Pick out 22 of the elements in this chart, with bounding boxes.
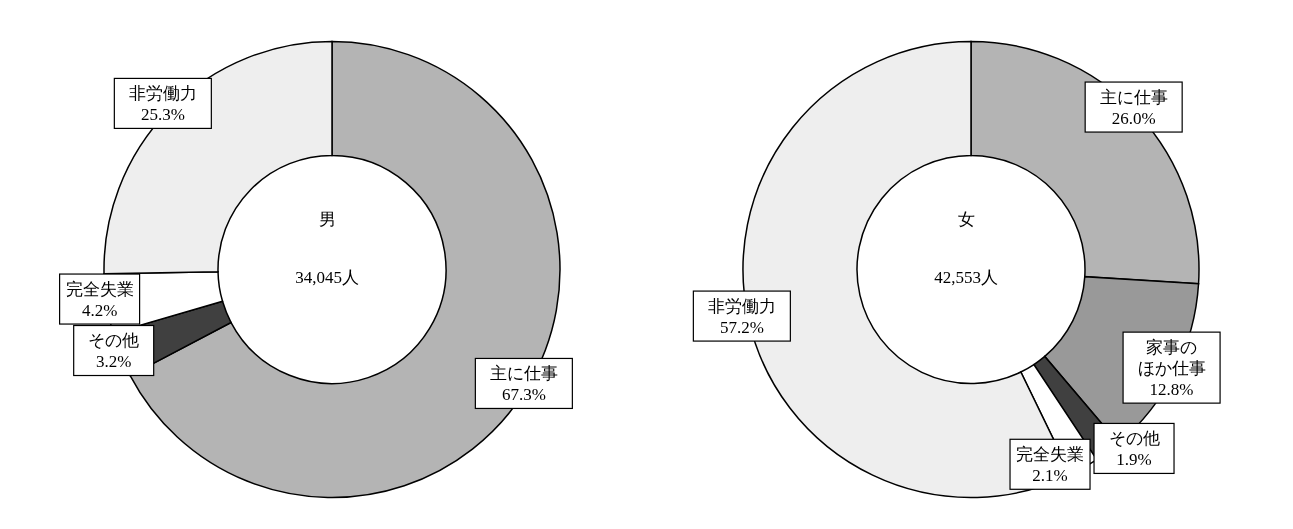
slice-label: 家事のほか仕事 — [1137, 337, 1206, 378]
data-label: 4.2% — [81, 300, 118, 320]
slice-label: 非労働力 — [128, 84, 197, 104]
slice-label: 主に仕事 — [1099, 87, 1168, 107]
slice-label: 非労働力 — [707, 296, 776, 316]
text: 男 — [318, 209, 336, 229]
text: 女 — [957, 209, 975, 229]
slice-label: その他 — [1108, 429, 1160, 449]
data-label: 67.3% — [501, 385, 546, 405]
slice-label: その他 — [88, 331, 140, 351]
data-label: 57.2% — [719, 317, 764, 337]
slice-label: 完全失業 — [1016, 445, 1085, 465]
data-label: 25.3% — [140, 105, 185, 125]
data-label: 2.1% — [1032, 466, 1068, 486]
text: 34,045人 — [295, 267, 359, 287]
text: 42,553人 — [934, 267, 998, 287]
slice-label: 完全失業 — [65, 279, 134, 299]
slice-label: 主に仕事 — [489, 364, 558, 384]
data-label: 26.0% — [1111, 108, 1156, 128]
data-label: 1.9% — [1116, 450, 1152, 470]
data-label: 3.2% — [95, 352, 132, 372]
data-label: 12.8% — [1149, 379, 1194, 399]
